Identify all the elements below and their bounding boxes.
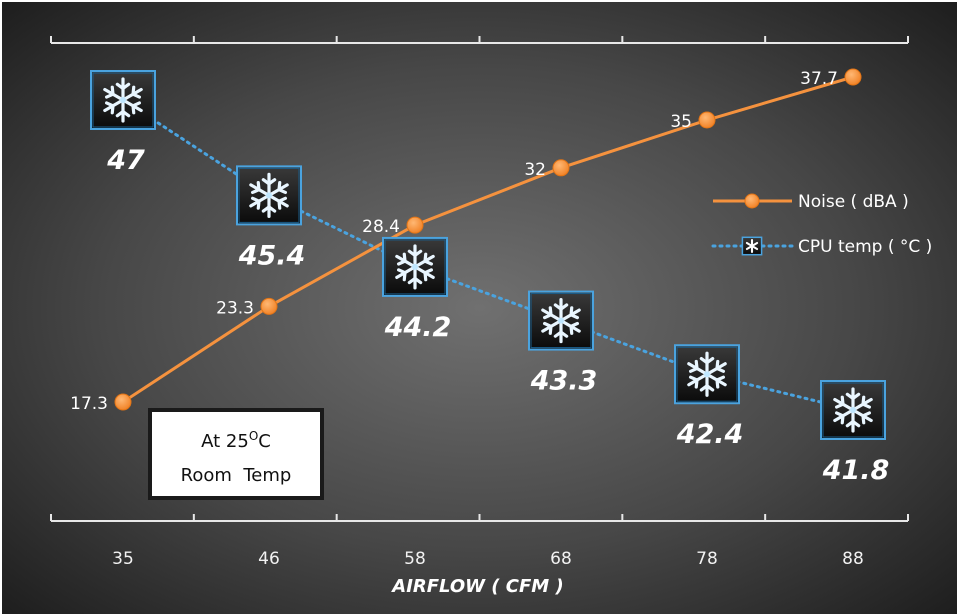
x-tick-labels: 35 46 58 68 78 88 xyxy=(112,549,864,569)
noise-data-label: 23.3 xyxy=(216,298,254,318)
x-tick-label: 88 xyxy=(842,549,864,569)
noise-data-label: 17.3 xyxy=(70,394,108,414)
noise-data-labels: 17.3 23.3 28.4 32 35 37.7 xyxy=(70,69,838,414)
legend: Noise ( dBA ) CPU temp ( °C ) xyxy=(711,192,932,257)
legend-label-noise: Noise ( dBA ) xyxy=(798,192,909,212)
cpu-temp-points xyxy=(90,70,886,440)
cpu-temp-data-label: 44.2 xyxy=(384,312,452,343)
x-tick-label: 68 xyxy=(550,549,572,569)
noise-point xyxy=(698,111,716,129)
noise-point xyxy=(114,393,132,411)
x-axis-ticks xyxy=(50,514,909,521)
cpu-temp-data-label: 41.8 xyxy=(822,455,890,486)
cpu-temp-data-label: 42.4 xyxy=(676,419,744,450)
snowflake-icon xyxy=(674,344,740,405)
noise-points xyxy=(114,68,862,411)
room-temp-annotation: At 25OC Room Temp xyxy=(148,408,324,500)
cpu-temp-data-labels: 47 45.4 44.2 43.3 42.4 41.8 xyxy=(106,145,889,486)
noise-point xyxy=(552,159,570,177)
noise-point xyxy=(260,297,278,315)
noise-series-line xyxy=(122,75,854,404)
cpu-temp-data-label: 43.3 xyxy=(530,366,598,397)
top-axis-ticks xyxy=(50,36,909,43)
legend-item-noise: Noise ( dBA ) xyxy=(713,192,909,212)
snowflake-icon xyxy=(90,70,156,130)
x-tick-label: 58 xyxy=(404,549,426,569)
noise-data-label: 37.7 xyxy=(800,69,838,89)
x-axis-label: AIRFLOW ( CFM ) xyxy=(390,576,563,597)
noise-point xyxy=(406,216,424,234)
legend-snowflake-icon xyxy=(741,236,763,256)
snowflake-icon xyxy=(382,236,448,297)
noise-point xyxy=(844,68,862,86)
noise-data-label: 35 xyxy=(670,112,692,132)
snowflake-icon xyxy=(528,290,594,351)
x-tick-label: 35 xyxy=(112,549,134,569)
snowflake-icon xyxy=(820,380,886,440)
snowflake-icon xyxy=(236,165,302,226)
x-tick-label: 78 xyxy=(696,549,718,569)
legend-label-cpu-temp: CPU temp ( °C ) xyxy=(798,237,932,257)
cpu-temp-data-label: 47 xyxy=(106,145,145,176)
legend-item-cpu-temp: CPU temp ( °C ) xyxy=(711,236,932,257)
noise-data-label: 28.4 xyxy=(362,217,400,237)
x-tick-label: 46 xyxy=(258,549,280,569)
annotation-line-1: At 25OC xyxy=(201,429,271,452)
cpu-temp-data-label: 45.4 xyxy=(238,240,306,271)
noise-data-label: 32 xyxy=(524,160,546,180)
annotation-line-2: Room Temp xyxy=(181,465,292,486)
